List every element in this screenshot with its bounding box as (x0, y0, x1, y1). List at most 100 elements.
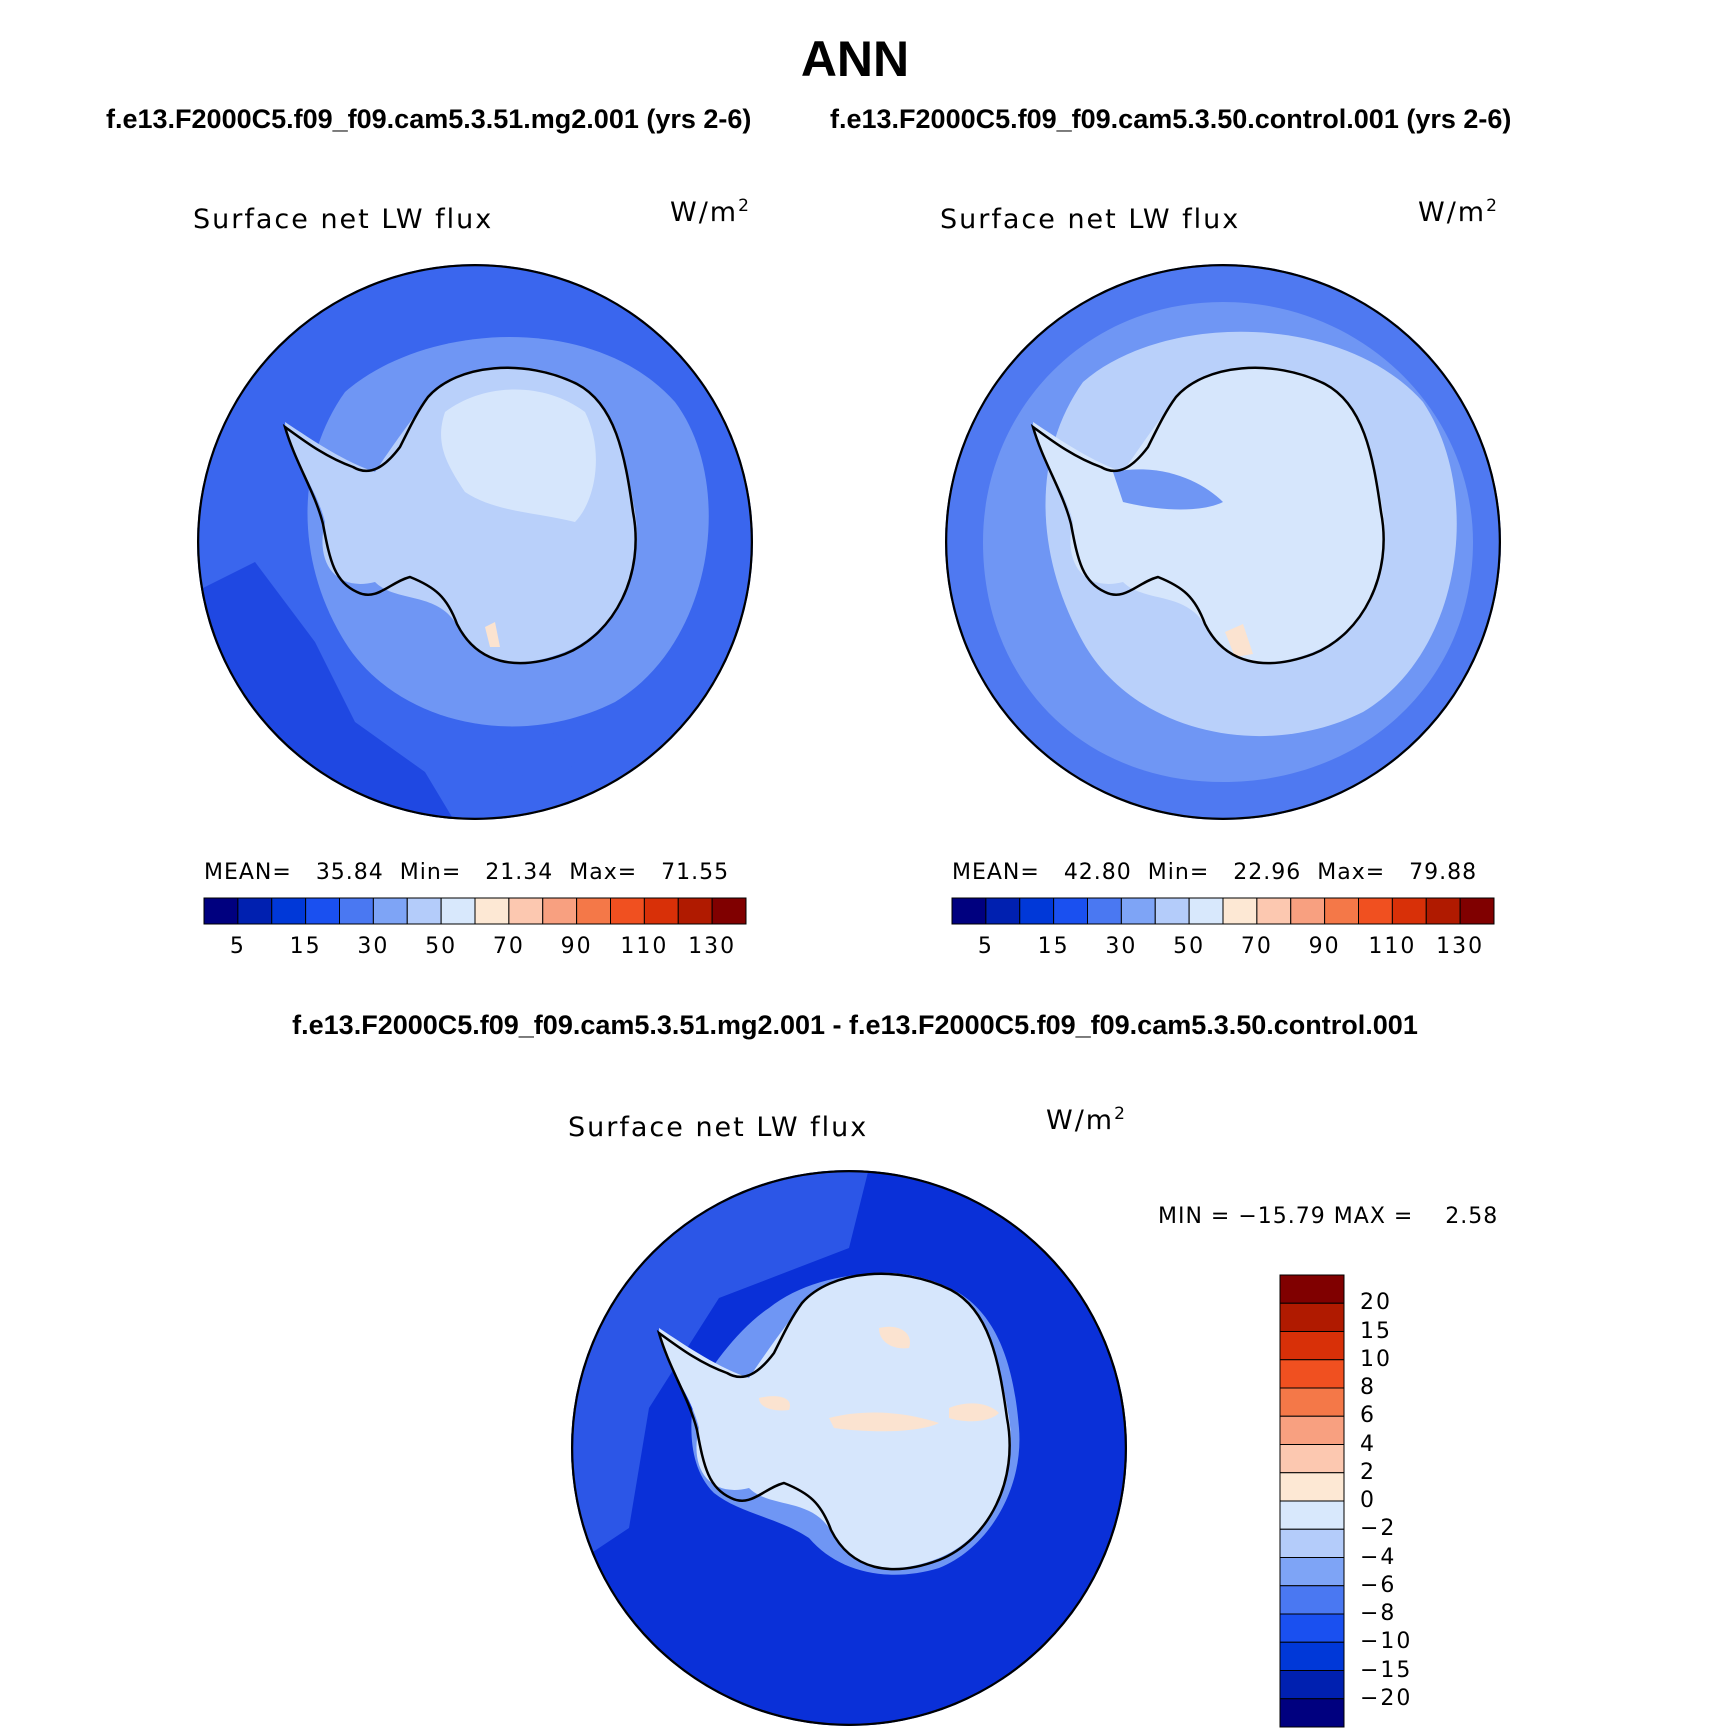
colorbar-swatch (1279, 1500, 1345, 1530)
control-case-title: f.e13.F2000C5.f09_f09.cam5.3.50.control.… (830, 104, 1512, 134)
colorbar-swatch (1279, 1359, 1345, 1389)
colorbar-swatch (1279, 1613, 1345, 1643)
colorbar-swatch (1279, 1302, 1345, 1332)
control-variable-label: Surface net LW flux (940, 204, 1241, 235)
difference-stats: MIN = −15.79 MAX = 2.58 (1158, 1204, 1499, 1229)
colorbar-tick-label: 4 (1360, 1431, 1376, 1457)
test-ocean-deep-patch (495, 728, 575, 777)
colorbar-swatch (1222, 897, 1258, 925)
colorbar-swatch (1425, 897, 1461, 925)
colorbar-tick-label: 5 (977, 934, 994, 959)
colorbar-swatch (1279, 1698, 1345, 1728)
colorbar-tick-label: 70 (492, 934, 525, 959)
difference-map-border (571, 1170, 1127, 1726)
colorbar-tick-label: 30 (1105, 934, 1138, 959)
test-stats: MEAN= 35.84 Min= 21.34 Max= 71.55 (204, 860, 730, 885)
colorbar-tick-label: 15 (1360, 1318, 1392, 1344)
colorbar-tick-label: 130 (688, 934, 737, 959)
difference-title: f.e13.F2000C5.f09_f09.cam5.3.51.mg2.001 … (292, 1010, 1418, 1040)
colorbar-swatch (1279, 1472, 1345, 1502)
colorbar-tick-label: 50 (1173, 934, 1206, 959)
colorbar-swatch (339, 897, 374, 925)
colorbar-swatch (576, 897, 611, 925)
colorbar-swatch (1358, 897, 1393, 925)
difference-coastline (656, 1272, 1011, 1571)
colorbar-swatch (508, 897, 544, 925)
difference-colorbar-ticks: 20 15 10 8 6 4 2 0 −2 −4 −6 −8 −10 −15 −20 (1360, 1275, 1480, 1727)
colorbar-swatch (1279, 1331, 1345, 1361)
difference-colorbar (1279, 1274, 1345, 1728)
colorbar-tick-label: −2 (1360, 1516, 1397, 1542)
test-warm-spot (485, 622, 500, 647)
season-title: ANN (800, 31, 910, 87)
test-polar-map (197, 264, 753, 820)
difference-warm-patch-2 (949, 1403, 999, 1422)
test-colorbar-ticks: 5 15 30 50 70 90 110 130 (204, 934, 746, 964)
colorbar-tick-label: 5 (229, 934, 246, 959)
test-units-label: W/m2 (670, 196, 751, 228)
colorbar-swatch (542, 897, 578, 925)
test-map-border (197, 264, 753, 820)
colorbar-tick-label: 110 (1368, 934, 1417, 959)
colorbar-swatch (1279, 1670, 1345, 1700)
colorbar-swatch (406, 897, 442, 925)
colorbar-swatch (1256, 897, 1292, 925)
control-map-border (945, 264, 1501, 820)
test-case-title: f.e13.F2000C5.f09_f09.cam5.3.51.mg2.001 … (106, 104, 752, 134)
control-coastline (1030, 366, 1385, 665)
colorbar-swatch (1279, 1528, 1345, 1558)
colorbar-tick-label: 15 (289, 934, 322, 959)
control-antarctica-ice (1033, 366, 1385, 662)
colorbar-swatch (1279, 1387, 1345, 1417)
colorbar-swatch (677, 897, 713, 925)
colorbar-tick-label: 90 (560, 934, 593, 959)
difference-variable-label: Surface net LW flux (568, 1112, 869, 1143)
colorbar-tick-label: −6 (1360, 1572, 1397, 1598)
colorbar-swatch (440, 897, 476, 925)
difference-polar-map (571, 1170, 1127, 1726)
control-warm-spot (1225, 624, 1253, 657)
test-antarctica-ice-light (441, 389, 596, 522)
colorbar-swatch (474, 897, 510, 925)
colorbar-swatch (203, 897, 239, 925)
control-units-label: W/m2 (1418, 196, 1499, 228)
colorbar-tick-label: 10 (1360, 1346, 1392, 1372)
colorbar-tick-label: 0 (1360, 1488, 1376, 1513)
test-coastline (282, 366, 637, 665)
control-stats: MEAN= 42.80 Min= 22.96 Max= 79.88 (952, 860, 1478, 885)
difference-warm-patch-4 (759, 1396, 790, 1411)
colorbar-tick-label: 70 (1240, 934, 1273, 959)
colorbar-swatch (237, 897, 273, 925)
colorbar-tick-label: −10 (1360, 1629, 1413, 1655)
colorbar-swatch (643, 897, 679, 925)
colorbar-swatch (985, 897, 1021, 925)
colorbar-tick-label: 130 (1436, 934, 1485, 959)
colorbar-swatch (711, 897, 747, 925)
colorbar-swatch (1279, 1444, 1345, 1474)
colorbar-tick-label: 8 (1360, 1375, 1376, 1400)
colorbar-swatch (1459, 897, 1495, 925)
colorbar-swatch (1279, 1585, 1345, 1615)
colorbar-swatch (610, 897, 645, 925)
colorbar-swatch (372, 897, 408, 925)
difference-units-label: W/m2 (1046, 1104, 1127, 1136)
colorbar-tick-label: −20 (1360, 1685, 1413, 1711)
colorbar-swatch (1279, 1557, 1345, 1587)
control-colorbar (951, 897, 1495, 925)
colorbar-tick-label: 20 (1360, 1290, 1392, 1316)
colorbar-swatch (1087, 897, 1122, 925)
colorbar-tick-label: −8 (1360, 1601, 1397, 1626)
colorbar-tick-label: 90 (1308, 934, 1341, 959)
control-colorbar-ticks: 5 15 30 50 70 90 110 130 (952, 934, 1494, 964)
colorbar-tick-label: 2 (1360, 1459, 1376, 1485)
colorbar-tick-label: −15 (1360, 1657, 1413, 1683)
colorbar-swatch (1324, 897, 1359, 925)
colorbar-tick-label: 15 (1037, 934, 1070, 959)
difference-warm-patch-1 (829, 1412, 939, 1432)
colorbar-swatch (1279, 1415, 1345, 1445)
colorbar-swatch (1279, 1274, 1345, 1304)
difference-ocean-mid (571, 1170, 869, 1568)
colorbar-tick-label: 6 (1360, 1403, 1376, 1429)
colorbar-tick-label: 110 (620, 934, 669, 959)
colorbar-swatch (1053, 897, 1088, 925)
